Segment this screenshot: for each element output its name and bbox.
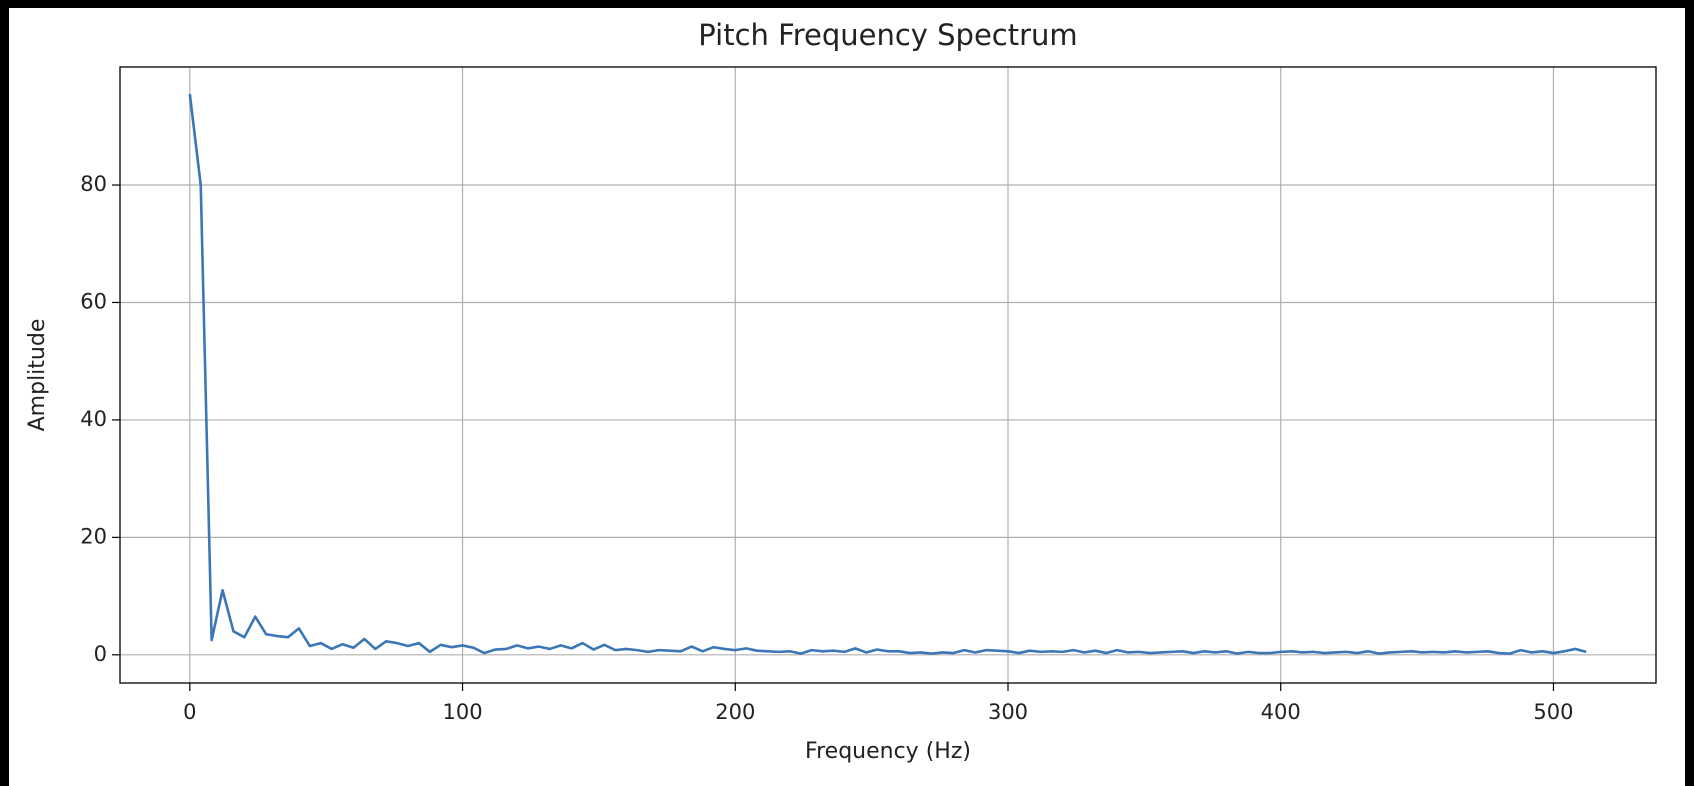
- x-axis-label: Frequency (Hz): [805, 739, 971, 764]
- chart-title: Pitch Frequency Spectrum: [698, 18, 1077, 52]
- x-tick-label: 100: [442, 700, 482, 724]
- y-axis-label: Amplitude: [25, 319, 50, 432]
- figure-background: [9, 8, 1685, 786]
- plot-frame: [119, 66, 1657, 684]
- y-tick-label: 0: [94, 642, 107, 666]
- x-tick-label: 400: [1261, 700, 1301, 724]
- x-tick-label: 500: [1533, 700, 1573, 724]
- data-line: [188, 93, 1587, 655]
- x-tick-label: 200: [715, 700, 755, 724]
- x-tick-label: 0: [183, 700, 196, 724]
- y-tick-label: 60: [80, 289, 107, 313]
- y-tick-label: 80: [80, 172, 107, 196]
- y-tick-label: 40: [80, 407, 107, 431]
- y-tick-label: 20: [80, 524, 107, 548]
- x-tick-label: 300: [988, 700, 1028, 724]
